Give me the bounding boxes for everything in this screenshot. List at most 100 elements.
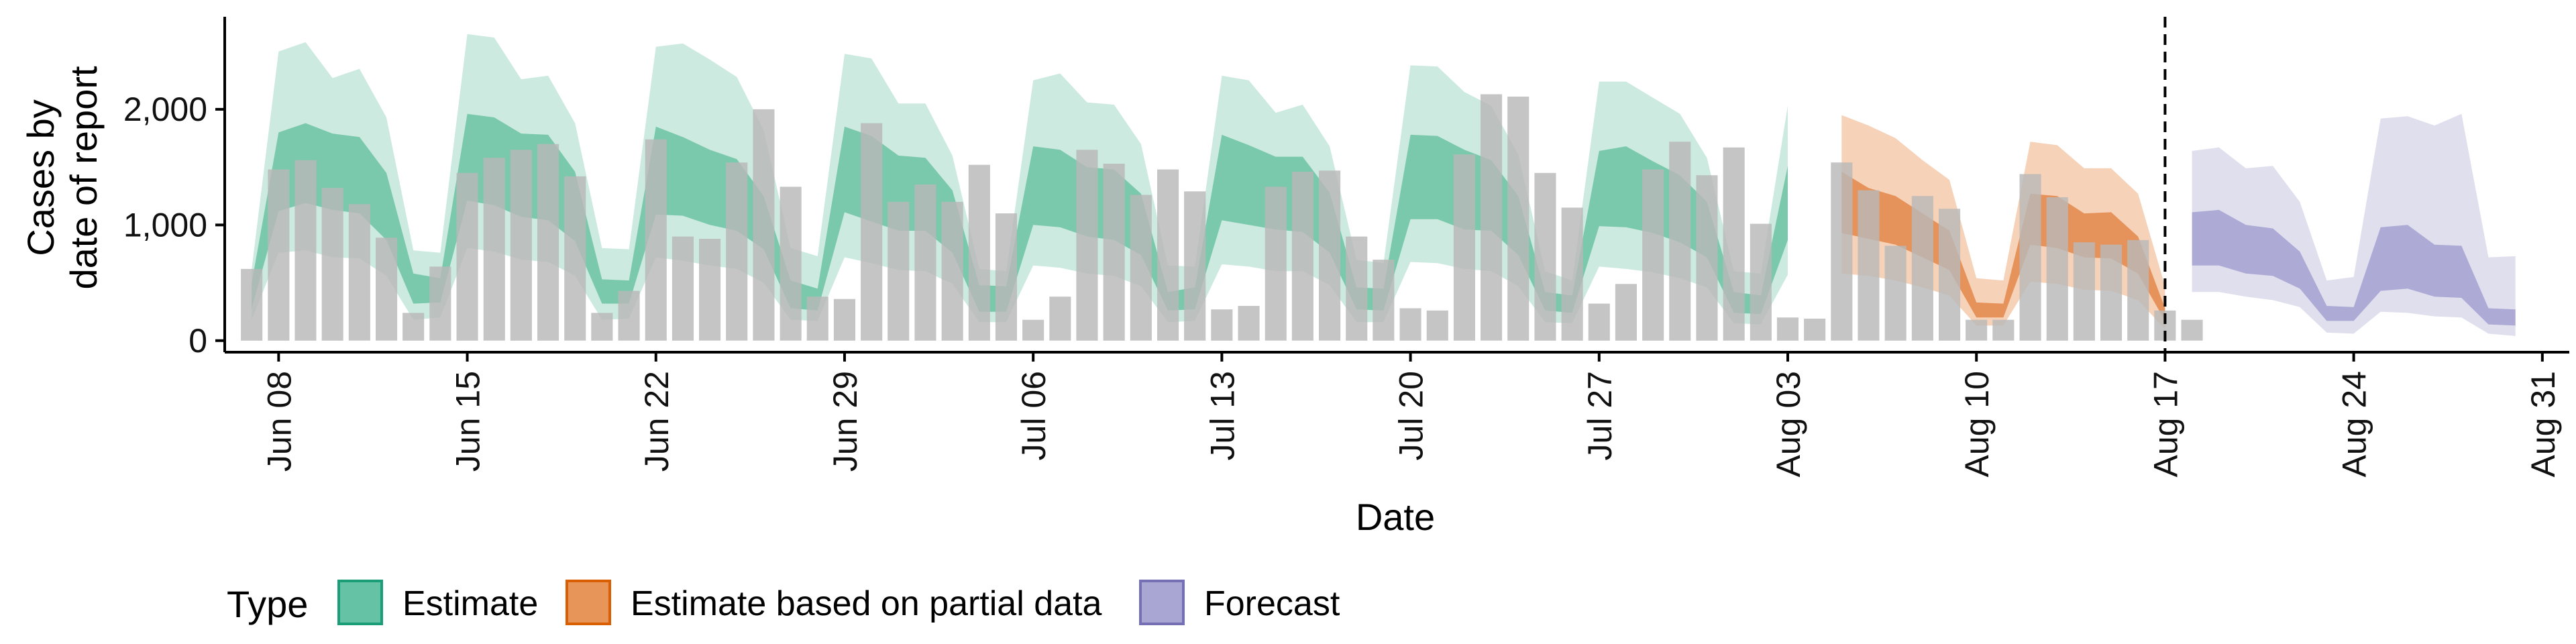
bar (1291, 172, 1313, 341)
bar (1561, 207, 1583, 341)
bar (861, 123, 883, 341)
bar (1453, 154, 1475, 341)
x-tick-label: Aug 10 (1958, 371, 1996, 477)
bar (1776, 317, 1799, 341)
bar (2046, 197, 2068, 341)
bar (753, 109, 775, 341)
bar (1184, 191, 1206, 341)
y-tick-label: 0 (189, 322, 207, 360)
bar (833, 299, 855, 341)
x-tick-label: Jul 27 (1581, 371, 1619, 460)
bar (2100, 244, 2123, 341)
legend-items: Estimate Estimate based on partial data Fo… (337, 580, 1340, 625)
bar (888, 201, 910, 341)
bar (914, 184, 936, 341)
bar (995, 213, 1017, 341)
bar (1481, 94, 1503, 341)
bar (941, 201, 963, 341)
x-tick-label: Jul 13 (1203, 371, 1241, 460)
bar (726, 162, 748, 341)
bar (1831, 162, 1853, 341)
legend-swatch (337, 580, 383, 625)
legend-title: Type (227, 583, 308, 625)
bar (510, 150, 532, 341)
bar (376, 237, 398, 341)
bar (2181, 319, 2203, 341)
bar (321, 188, 343, 341)
bar (2019, 174, 2041, 341)
bar (699, 239, 721, 341)
bar (1992, 319, 2015, 341)
x-tick-label: Jul 06 (1015, 371, 1053, 460)
bar (1211, 309, 1233, 341)
bar (1750, 223, 1772, 341)
bar (1346, 236, 1368, 341)
bar (294, 160, 317, 341)
bar (1534, 172, 1556, 341)
bar (1265, 186, 1287, 341)
bar (1373, 260, 1395, 341)
x-tick-label: Aug 17 (2147, 371, 2184, 477)
bar (1238, 306, 1260, 341)
y-axis-title: Cases by date of report (19, 66, 105, 290)
bar (806, 297, 828, 341)
bar (1858, 190, 1880, 341)
bar (1884, 246, 1907, 341)
bar (348, 204, 370, 341)
bar (1022, 319, 1044, 341)
legend: Type Estimate Estimate based on partial d… (227, 580, 1340, 625)
bar (1804, 319, 1826, 341)
bar (1669, 142, 1691, 341)
legend-label: Estimate based on partial data (631, 584, 1102, 623)
bar (1588, 303, 1610, 341)
estimate-based-on-partial-data-inner-band (1841, 172, 2165, 321)
bar (1723, 147, 1745, 341)
x-tick-label: Jun 15 (449, 371, 487, 472)
y-axis-ticks: 0 1,000 2,000 (123, 91, 225, 360)
bar (1130, 195, 1152, 341)
bar (1966, 319, 1988, 341)
plot-area (241, 17, 2516, 352)
x-tick-label: Jul 20 (1393, 371, 1430, 460)
bar (1642, 169, 1664, 341)
bar (1399, 308, 1421, 341)
bar (241, 268, 263, 341)
x-tick-label: Aug 31 (2524, 371, 2562, 477)
bar (1319, 170, 1341, 341)
bar (672, 236, 694, 341)
legend-swatch (566, 580, 611, 625)
axes: 0 1,000 2,000 Jun 08 Jun 15 Jun 22 Jun 29 Jul … (123, 17, 2569, 477)
bar (429, 266, 451, 341)
legend-label: Estimate (402, 584, 538, 623)
x-tick-label: Jun 08 (260, 371, 298, 472)
bar (2073, 242, 2095, 341)
bar (402, 313, 425, 341)
bar (1507, 97, 1529, 341)
estimate-inner-band (252, 113, 1788, 315)
bar (1615, 284, 1637, 341)
forecast-inner-band (2192, 209, 2516, 326)
x-tick-label: Jun 22 (638, 371, 676, 472)
bar (618, 290, 640, 341)
legend-swatch (1139, 580, 1185, 625)
bar (968, 164, 990, 341)
bar (1911, 196, 1933, 341)
y-axis-title-line2: date of report (62, 66, 105, 290)
bar (645, 139, 667, 341)
bar (1939, 209, 1961, 341)
bar (1049, 297, 1071, 341)
bar (1426, 310, 1448, 341)
bar (1696, 175, 1718, 341)
x-tick-label: Aug 24 (2336, 371, 2373, 477)
bar (1076, 150, 1098, 341)
bar (591, 313, 613, 341)
bar (268, 169, 290, 341)
x-axis-ticks: Jun 08 Jun 15 Jun 22 Jun 29 Jul 06 Jul 13 Jul … (260, 352, 2562, 477)
y-axis-title-line1: Cases by (19, 99, 62, 256)
legend-label: Forecast (1204, 584, 1340, 623)
x-axis-title: Date (1356, 496, 1435, 538)
bar (456, 172, 478, 341)
bar (780, 186, 802, 341)
y-tick-label: 1,000 (123, 206, 207, 244)
